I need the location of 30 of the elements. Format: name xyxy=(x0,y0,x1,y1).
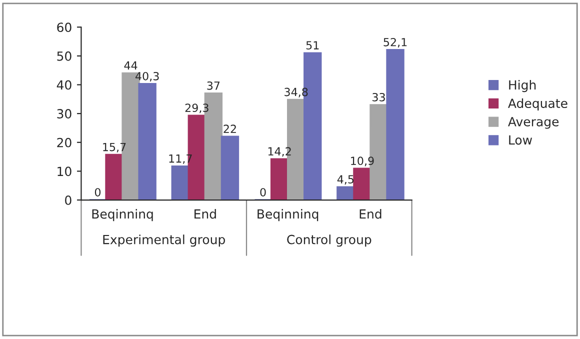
data-label: 37 xyxy=(207,81,220,90)
y-tick-label: 60 xyxy=(57,22,72,32)
legend-label: Adequate xyxy=(508,98,568,110)
data-label: 0 xyxy=(94,188,101,196)
y-tick-label: 30 xyxy=(57,109,72,118)
data-label: 0 xyxy=(260,188,266,196)
data-label: 14,2 xyxy=(268,147,291,157)
legend-label: Average xyxy=(508,117,559,129)
data-label: 40,3 xyxy=(135,72,159,82)
text: Experimental group xyxy=(103,234,225,247)
data-label: 22 xyxy=(224,124,236,133)
data-label: 33 xyxy=(372,92,385,102)
y-tick-label: 20 xyxy=(57,138,72,148)
y-tick-label: 40 xyxy=(56,80,72,90)
data-label: 52,1 xyxy=(384,38,407,48)
x-tick-label: Beqinninq xyxy=(258,209,318,222)
data-label: 15,7 xyxy=(103,142,126,152)
legend-label: High xyxy=(509,80,536,92)
x-tick-label: End xyxy=(194,209,216,219)
y-tick-label: 0 xyxy=(65,195,72,205)
x-tick-label: Beqinninq xyxy=(92,209,153,222)
x-tick-label: End xyxy=(360,209,382,219)
y-tick-label: 10 xyxy=(58,166,72,176)
text: Control group xyxy=(287,234,372,247)
data-label: 44 xyxy=(124,61,138,70)
legend-label: Low xyxy=(509,135,532,145)
data-label: 10,9 xyxy=(351,156,374,166)
data-label: 51 xyxy=(306,41,319,50)
data-label: 29,3 xyxy=(185,104,208,114)
y-tick-label: 50 xyxy=(57,51,72,61)
